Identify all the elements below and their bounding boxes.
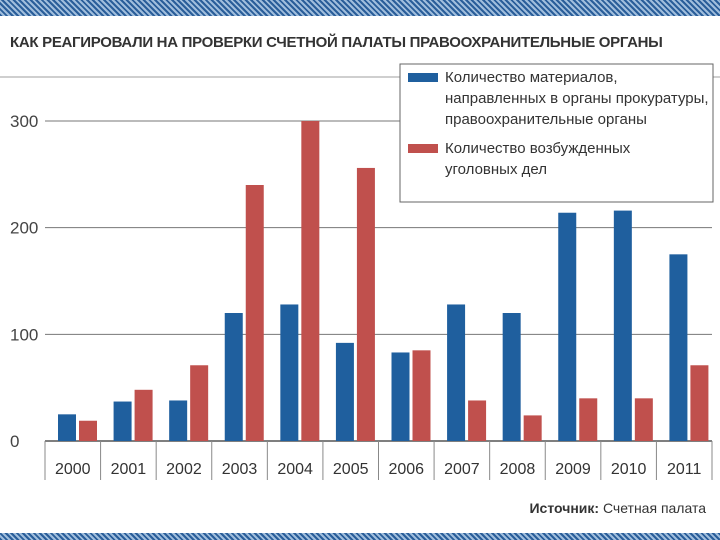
x-tick-label: 2001	[111, 461, 147, 478]
bar-criminal-cases	[690, 365, 709, 441]
bar-materials	[224, 313, 243, 441]
x-tick-label: 2010	[611, 461, 647, 478]
legend-label: направленных в органы прокуратуры,	[445, 90, 709, 107]
y-tick-label: 0	[10, 432, 19, 451]
x-tick-label: 2007	[444, 461, 480, 478]
bar-criminal-cases	[579, 398, 598, 441]
x-tick-label: 2005	[333, 461, 369, 478]
bar-materials	[391, 352, 410, 441]
source-value: Счетная палата	[602, 500, 706, 516]
bar-materials	[502, 313, 521, 441]
source-note: Источник: Счетная палата	[529, 500, 706, 516]
legend-box	[399, 63, 714, 203]
bar-criminal-cases	[412, 350, 431, 441]
x-tick-label: 2000	[55, 461, 91, 478]
x-axis-ticks: 2000 2001 2002 2003 2004 2005 2006 2007 2008 2009…	[44, 441, 713, 480]
bar-criminal-cases	[356, 167, 375, 441]
bar-materials	[669, 254, 688, 441]
bar-criminal-cases	[301, 121, 320, 441]
legend-label: Количество возбужденных	[445, 140, 631, 157]
bar-criminal-cases	[190, 365, 209, 441]
bar-criminal-cases	[634, 398, 653, 441]
x-tick-label: 2006	[388, 461, 424, 478]
legend-swatch-criminal-cases	[408, 144, 438, 153]
bar-materials	[558, 212, 577, 441]
chart-title: КАК РЕАГИРОВАЛИ НА ПРОВЕРКИ СЧЕТНОЙ ПАЛА…	[10, 34, 663, 51]
bottom-decorative-band	[0, 533, 720, 540]
y-axis-ticks: 300 200 100 0	[10, 112, 38, 451]
title-divider	[0, 76, 720, 78]
bar-materials	[58, 414, 76, 441]
bar-criminal-cases	[523, 415, 542, 441]
legend-label: уголовных дел	[445, 161, 547, 178]
bar-materials	[280, 304, 299, 441]
legend: Количество материалов, направленных в орг…	[399, 63, 714, 203]
x-tick-label: 2004	[277, 461, 313, 478]
bar-criminal-cases	[245, 185, 264, 441]
bar-criminal-cases	[79, 420, 97, 441]
y-tick-label: 300	[10, 112, 38, 131]
source-label: Источник:	[529, 500, 600, 516]
y-tick-label: 200	[10, 219, 38, 238]
bar-materials	[447, 304, 466, 441]
x-tick-label: 2011	[667, 461, 702, 478]
legend-label: правоохранительные органы	[445, 111, 647, 128]
legend-label: Количество материалов,	[445, 69, 618, 86]
x-tick-label: 2003	[222, 461, 258, 478]
bar-criminal-cases	[468, 400, 487, 441]
bar-materials	[613, 210, 632, 441]
top-decorative-band	[0, 0, 720, 16]
x-tick-label: 2002	[166, 461, 202, 478]
bar-criminal-cases	[134, 389, 153, 441]
bar-materials	[335, 342, 354, 441]
y-tick-label: 100	[10, 325, 38, 344]
x-tick-label: 2009	[555, 461, 591, 478]
bar-materials	[113, 401, 132, 441]
x-tick-label: 2008	[500, 461, 536, 478]
bars	[58, 121, 709, 441]
bar-materials	[169, 400, 188, 441]
legend-swatch-materials	[408, 73, 438, 82]
